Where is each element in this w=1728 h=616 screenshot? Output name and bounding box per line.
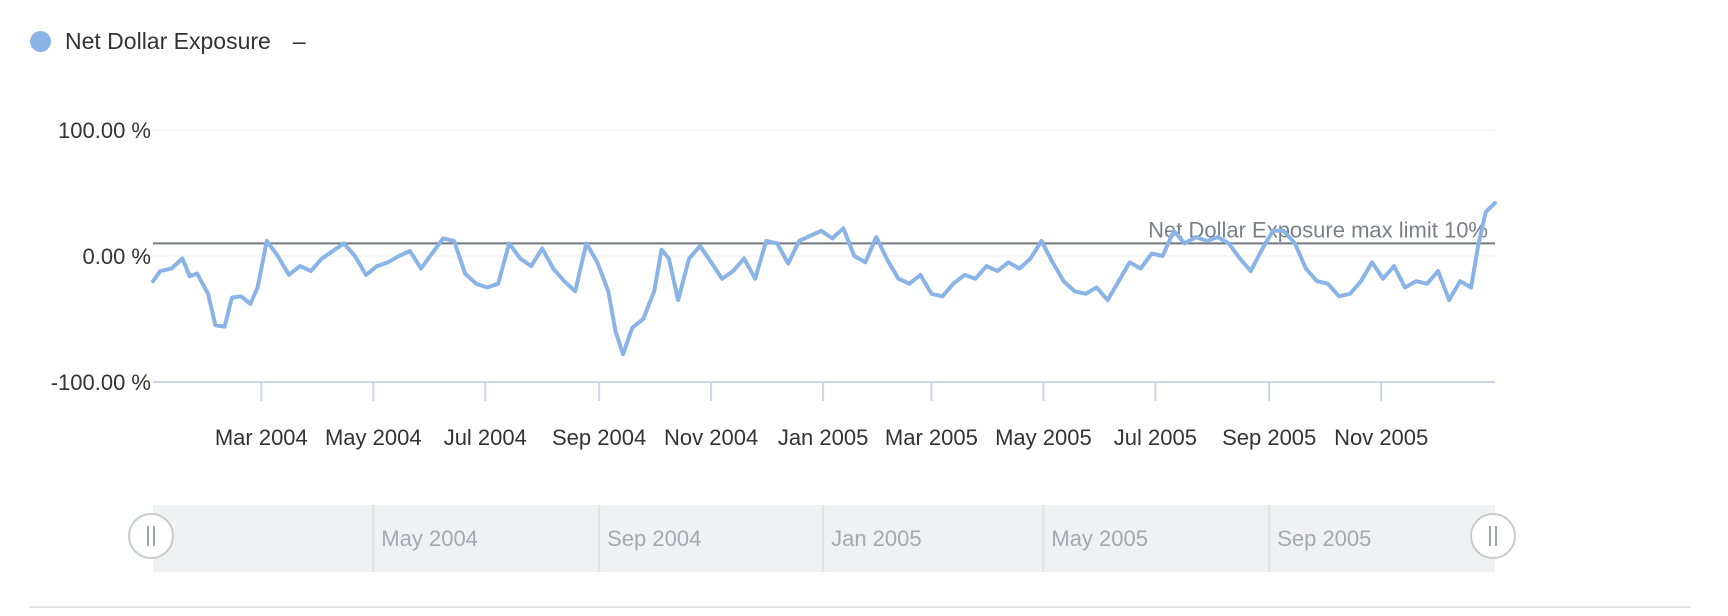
x-tick-label: Mar 2004 — [215, 425, 308, 450]
legend-series-label: Net Dollar Exposure — [65, 28, 271, 54]
x-tick-label: Jul 2004 — [444, 425, 527, 450]
navigator-label: May 2004 — [381, 526, 478, 551]
legend-marker-icon — [30, 31, 51, 52]
navigator-label: Sep 2004 — [607, 526, 701, 551]
navigator-grid — [372, 505, 1271, 572]
legend-dash: – — [292, 28, 306, 54]
grid-lines — [153, 129, 1495, 257]
y-tick-label: -100.00 % — [51, 370, 151, 395]
y-axis-labels: 100.00 % 0.00 % -100.00 % — [51, 118, 151, 395]
x-tick-label: Jul 2005 — [1114, 425, 1197, 450]
handle-circle[interactable] — [128, 513, 174, 559]
navigator-left-handle[interactable] — [128, 513, 174, 559]
x-tick-label: Sep 2005 — [1222, 425, 1316, 450]
x-tick-label: Mar 2005 — [885, 425, 978, 450]
x-tick-label: May 2005 — [995, 425, 1092, 450]
y-tick-label: 0.00 % — [83, 244, 152, 269]
navigator-label: Sep 2005 — [1277, 526, 1371, 551]
x-tick-label: Sep 2004 — [552, 425, 646, 450]
x-tick-label: Jan 2005 — [778, 425, 869, 450]
x-tick-label: May 2004 — [325, 425, 422, 450]
navigator[interactable]: May 2004 Sep 2004 Jan 2005 May 2005 Sep 2005 — [128, 505, 1516, 572]
legend[interactable]: Net Dollar Exposure – — [30, 28, 306, 55]
x-axis-ticks: Mar 2004 May 2004 Jul 2004 Sep 2004 Nov 2004… — [215, 382, 1428, 450]
handle-circle[interactable] — [1470, 513, 1516, 559]
navigator-label: May 2005 — [1051, 526, 1148, 551]
navigator-label: Jan 2005 — [831, 526, 922, 551]
x-tick-label: Nov 2004 — [664, 425, 758, 450]
navigator-right-handle[interactable] — [1470, 513, 1516, 559]
navigator-labels: May 2004 Sep 2004 Jan 2005 May 2005 Sep 2005 — [381, 526, 1371, 551]
y-tick-label: 100.00 % — [58, 118, 151, 143]
series-line-net-dollar-exposure[interactable] — [151, 201, 1497, 357]
x-tick-label: Nov 2005 — [1334, 425, 1428, 450]
